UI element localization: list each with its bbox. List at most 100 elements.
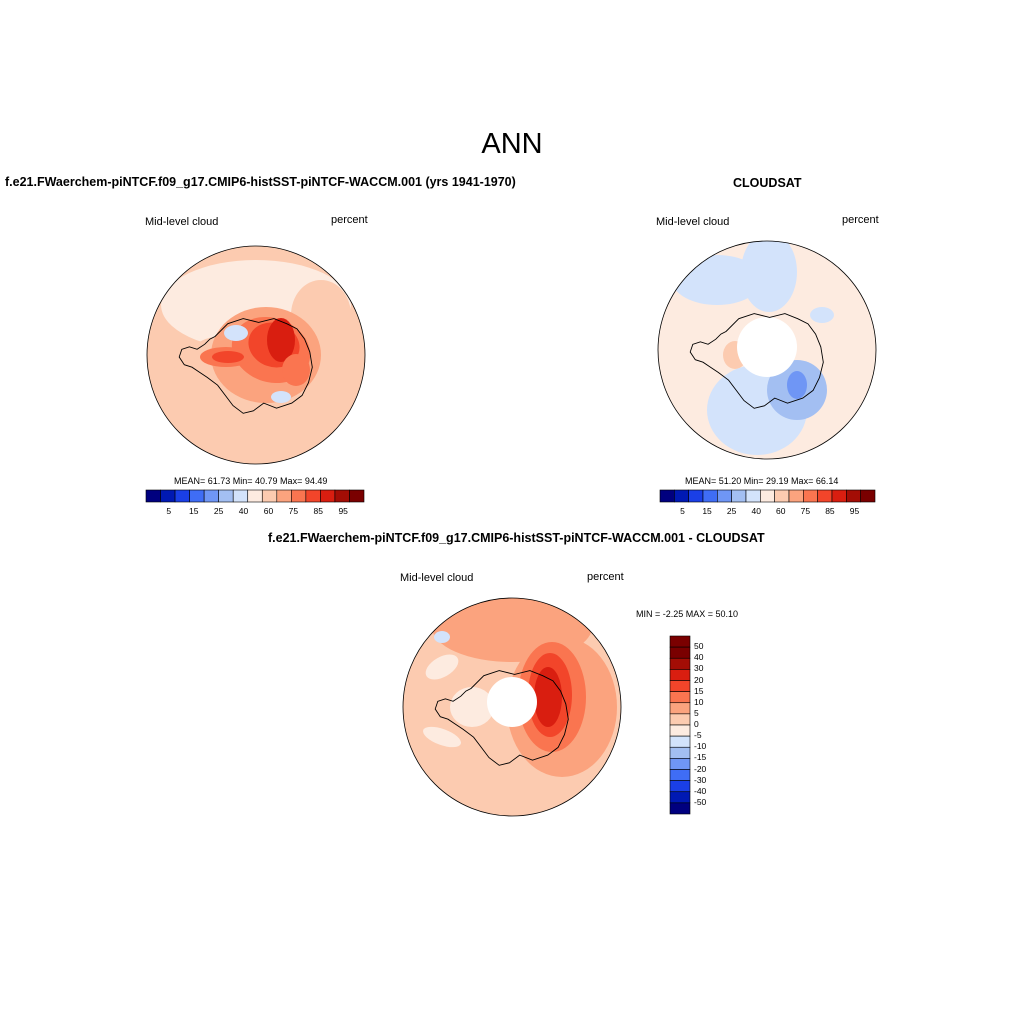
panel2-colorbar-cell xyxy=(846,489,861,503)
panel1-colorbar-cell xyxy=(305,489,321,503)
panel1-colorbar-tick-label: 75 xyxy=(288,506,299,516)
antarctica-coastline xyxy=(689,313,824,409)
map-contour-region xyxy=(810,307,834,323)
panel2-colorbar-tick-label: 40 xyxy=(751,506,761,516)
map-boundary xyxy=(402,597,622,817)
map-contour-region xyxy=(425,654,459,680)
panel1-colorbar-cell xyxy=(261,489,278,503)
panel1-units-label: percent xyxy=(331,214,368,226)
panel1-colorbar-cell xyxy=(232,489,249,503)
panel3-colorbar-cell xyxy=(669,657,691,670)
panel2-colorbar-cell xyxy=(731,489,747,503)
panel3-variable-label: Mid-level cloud xyxy=(400,572,474,584)
panel3-colorbar-cell xyxy=(669,646,691,659)
map3-field xyxy=(403,598,621,816)
map-contour-region xyxy=(271,391,291,403)
panel2-colorbar-cell xyxy=(688,489,704,503)
panel3-colorbar-tick-label: 50 xyxy=(694,641,704,652)
panel3-colorbar-tick-label: 20 xyxy=(694,674,704,685)
panel3-colorbar-cell xyxy=(669,702,691,715)
panel2-colorbar-tick-label: 5 xyxy=(680,506,685,516)
panel2-colorbar-tick-label: 95 xyxy=(849,506,860,516)
panel2-variable-label: Mid-level cloud xyxy=(656,216,730,228)
panel1-colorbar-tick-label: 40 xyxy=(238,506,249,516)
panel2-colorbar-cell xyxy=(803,489,818,503)
panel3-colorbar-cell xyxy=(669,724,691,737)
figure-title: ANN xyxy=(481,128,543,160)
panel3-colorbar-tick-label: -30 xyxy=(694,774,707,785)
panel3-colorbar-tick-label: 15 xyxy=(694,685,704,696)
panel1-colorbar-tick-label: 5 xyxy=(166,506,172,516)
panel3-stats: MIN = -2.25 MAX = 50.10 xyxy=(636,609,739,619)
map-contour-region xyxy=(212,351,244,363)
panel3-colorbar-cell xyxy=(669,680,691,692)
panel1-colorbar-cell xyxy=(320,489,336,503)
panel2-colorbar-cell xyxy=(659,489,675,503)
panel2-colorbar-cell xyxy=(774,489,790,503)
panel3-colorbar-tick-label: 10 xyxy=(694,696,704,707)
map-boundary xyxy=(657,240,877,460)
panel1-colorbar-tick-label: 85 xyxy=(313,506,324,516)
panel2-colorbar-cell xyxy=(674,489,689,503)
panel1-colorbar-cell xyxy=(291,489,307,503)
map-contour-region xyxy=(787,371,807,399)
panel1-colorbar-cell xyxy=(276,489,292,503)
panel3-colorbar-cell xyxy=(669,802,691,815)
panel2-colorbar-cell xyxy=(717,489,732,503)
map-contour-region xyxy=(741,241,797,312)
panel3-colorbar-cell xyxy=(669,735,691,748)
map-contour-region xyxy=(224,325,248,341)
panel3-colorbar-tick-label: -20 xyxy=(694,763,707,774)
panel2-polar-map xyxy=(657,240,877,460)
panel2-colorbar-cell xyxy=(817,489,833,503)
panel2-colorbar-tick-label: 85 xyxy=(825,506,835,516)
panel3-colorbar-tick-label: 5 xyxy=(694,707,699,718)
panel2-units-label: percent xyxy=(842,214,879,226)
panel3-colorbar-cell xyxy=(669,669,691,681)
map-contour-region xyxy=(282,354,310,386)
map2-field xyxy=(658,241,876,459)
panel2-colorbar-tick-label: 75 xyxy=(800,506,811,516)
panel3-colorbar-tick-label: -50 xyxy=(694,796,707,807)
panel1-colorbar-cell xyxy=(174,489,190,503)
panel1-colorbar xyxy=(145,489,365,503)
panel3-colorbar xyxy=(669,635,691,815)
panel3-colorbar-cell xyxy=(669,713,691,726)
panel2-colorbar-cell xyxy=(702,489,718,503)
panel1-variable-label: Mid-level cloud xyxy=(145,216,219,228)
panel2-colorbar-tick-label: 15 xyxy=(702,506,712,516)
panel3-colorbar-tick-label: -15 xyxy=(694,752,707,763)
panel1-colorbar-cell xyxy=(334,489,350,503)
panel1-colorbar-cell xyxy=(189,489,205,503)
panel1-title: f.e21.FWaerchem-piNTCF.f09_g17.CMIP6-his… xyxy=(5,175,516,189)
panel1-colorbar-cell xyxy=(218,489,234,503)
panel2-stats: MEAN= 51.20 Min= 29.19 Max= 66.14 xyxy=(685,476,839,486)
panel2-colorbar-cell xyxy=(760,489,775,503)
map-boundary xyxy=(146,245,366,465)
panel3-colorbar-tick-label: -10 xyxy=(694,741,707,752)
panel1-colorbar-tick-label: 60 xyxy=(263,506,274,516)
map1-field xyxy=(147,246,365,464)
panel1-stats: MEAN= 61.73 Min= 40.79 Max= 94.49 xyxy=(174,476,328,486)
panel3-title: f.e21.FWaerchem-piNTCF.f09_g17.CMIP6-his… xyxy=(268,531,765,545)
panel1-colorbar-cell xyxy=(145,489,161,503)
panel2-colorbar-tick-label: 60 xyxy=(776,506,786,516)
panel3-colorbar-cell xyxy=(669,791,691,804)
panel2-colorbar-cell xyxy=(831,489,847,503)
map-contour-region xyxy=(267,318,295,362)
panel1-colorbar-cell xyxy=(160,489,176,503)
panel2-colorbar-tick-label: 25 xyxy=(726,506,737,516)
panel3-colorbar-tick-label: -5 xyxy=(694,730,702,741)
panel2-colorbar xyxy=(659,489,876,503)
panel3-polar-map xyxy=(402,597,622,817)
panel1-colorbar-tick-label: 25 xyxy=(213,506,224,516)
panel3-units-label: percent xyxy=(587,571,624,583)
panel3-colorbar-tick-label: 40 xyxy=(694,652,704,663)
panel2-colorbar-cell xyxy=(788,489,804,503)
map-contour-region xyxy=(423,726,461,748)
panel2-colorbar-cell xyxy=(860,489,876,503)
panel3-colorbar-cell xyxy=(669,769,691,781)
map-missing-data-region xyxy=(487,677,537,727)
antarctica-coastline xyxy=(434,670,569,766)
map-contour-region xyxy=(434,631,450,643)
